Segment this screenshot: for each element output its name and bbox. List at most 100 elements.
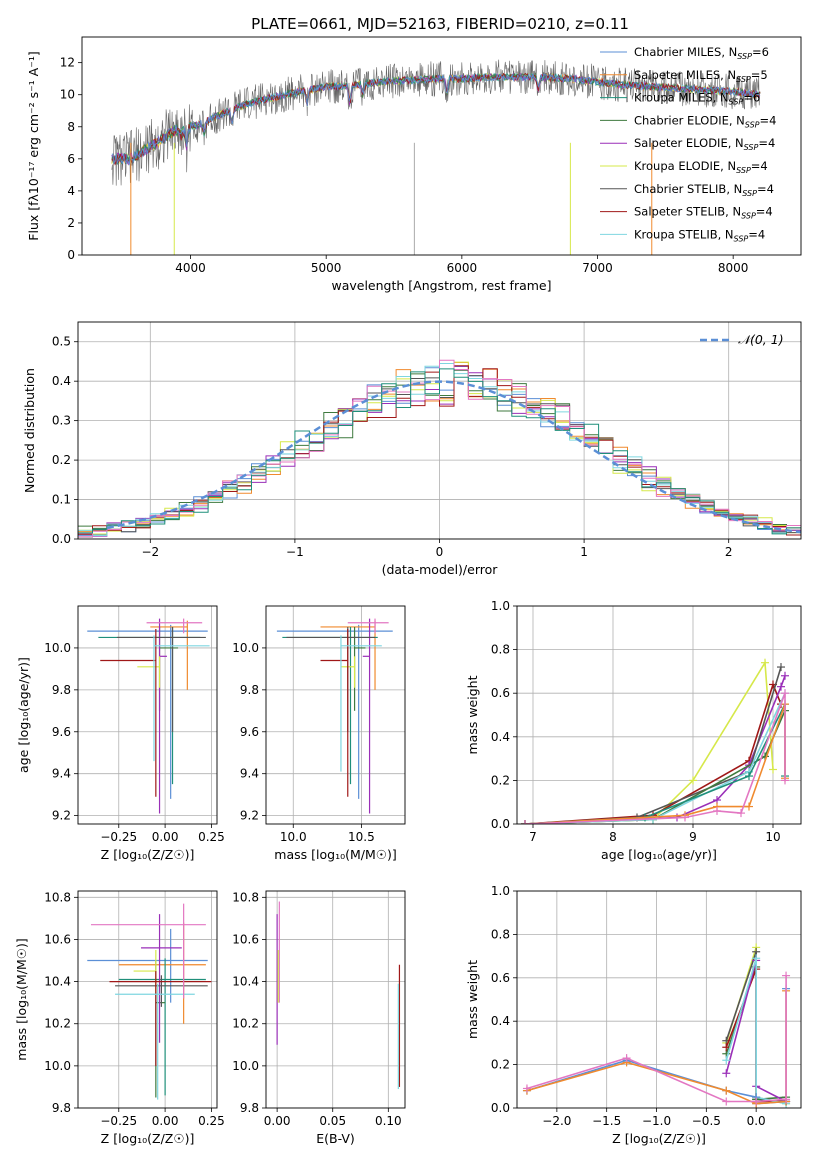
legend-entry: Chabrier MILES, NSSP=6 [634, 45, 769, 61]
y-tick-label: 10.0 [232, 641, 259, 655]
y-tick-label: 0.1 [52, 493, 71, 507]
legend-suffix: =4 [758, 136, 775, 150]
x-tick-label: −2.0 [542, 1114, 571, 1128]
y-tick-label: 9.8 [52, 683, 71, 697]
spectrum-line [111, 72, 761, 165]
plot-area [78, 606, 217, 824]
weight-line [524, 666, 782, 824]
y-tick-label: 2 [67, 216, 75, 230]
x-axis-label: mass [log₁₀(M/M☉)] [274, 847, 396, 862]
x-tick-label: 1 [580, 545, 588, 559]
weight-line [524, 692, 786, 824]
x-tick-label: −1.5 [592, 1114, 621, 1128]
plot-area [111, 59, 761, 255]
x-tick-label: 0 [436, 545, 444, 559]
y-tick-label: 10.6 [232, 932, 259, 946]
legend-entry: Kroupa STELIB, NSSP=4 [634, 227, 765, 243]
x-tick-label: 0.00 [264, 1114, 291, 1128]
x-tick-label: 10 [765, 830, 780, 844]
x-axis-label: Z [log₁₀(Z/Z☉)] [612, 1131, 706, 1146]
legend-suffix: =4 [760, 113, 777, 127]
axes-mass-vs-Z: −0.25 0.00 0.25 9.8 10.0 10.2 10.4 10.6 10.8 Z [l… [14, 890, 225, 1146]
y-tick-label: 10.4 [232, 975, 259, 989]
y-tick-label: 9.4 [240, 767, 259, 781]
x-tick-label: −1 [286, 545, 304, 559]
legend-subscript: SSP [744, 143, 759, 152]
axes-frame [81, 36, 802, 256]
plot-area [78, 891, 217, 1108]
axes-age-vs-mass: 10.0 10.5 9.2 9.4 9.6 9.8 10.0 mass [log₁₀(M/M☉… [232, 605, 406, 862]
y-tick-label: 0.2 [52, 453, 71, 467]
y-tick-label: 9.4 [52, 767, 71, 781]
legend-subscript: SSP [737, 52, 752, 61]
x-tick-label: 5000 [311, 261, 342, 275]
x-tick-label: 7000 [582, 261, 613, 275]
y-tick-label: 0.0 [52, 532, 71, 546]
y-axis-label: Flux [fλ10⁻¹⁷ erg cm⁻² s⁻¹ A⁻¹] [26, 51, 41, 240]
y-tick-label: 4 [67, 184, 75, 198]
x-tick-label: 9 [689, 830, 697, 844]
x-axis-label: age [log₁₀(age/yr)] [601, 847, 717, 862]
axes-weight-vs-age: 7 8 9 10 0.0 0.2 0.4 0.6 0.8 1.0 age [log₁₀(age/yr… [465, 599, 802, 862]
x-tick-label: −0.25 [100, 830, 137, 844]
y-axis-label: mass weight [465, 675, 480, 754]
legend-subscript: SSP [736, 166, 751, 175]
y-tick-label: 10.8 [44, 890, 71, 904]
legend-subscript: SSP [736, 75, 751, 84]
y-tick-label: 10.4 [44, 975, 71, 989]
legend-subscript: SSP [729, 98, 744, 107]
weight-line [725, 958, 787, 1105]
plot-area [78, 322, 801, 539]
y-tick-label: 6 [67, 152, 75, 166]
y-tick-label: 10.0 [44, 641, 71, 655]
y-tick-label: 9.8 [240, 683, 259, 697]
legend-entry: Salpeter ELODIE, NSSP=4 [634, 136, 775, 152]
legend-entry: Chabrier STELIB, NSSP=4 [634, 182, 774, 198]
y-tick-label: 0.8 [491, 643, 510, 657]
spectrum-line [111, 59, 761, 186]
axes-frame [77, 605, 218, 825]
legend-suffix: =6 [752, 45, 769, 59]
legend-suffix: =4 [757, 182, 774, 196]
y-tick-label: 10.8 [232, 890, 259, 904]
figure-title: PLATE=0661, MJD=52163, FIBERID=0210, z=0… [251, 15, 629, 33]
legend-entry: Kroupa ELODIE, NSSP=4 [634, 159, 768, 175]
legend-subscript: SSP [745, 120, 760, 129]
weight-line [524, 682, 782, 824]
y-tick-label: 1.0 [491, 884, 510, 898]
x-axis-label: E(B-V) [316, 1131, 355, 1146]
y-axis-label: mass weight [465, 960, 480, 1039]
x-tick-label: 0.25 [198, 1114, 225, 1128]
x-tick-label: 10.0 [280, 830, 307, 844]
axes-frame [77, 890, 218, 1109]
y-tick-label: 10.6 [44, 932, 71, 946]
y-tick-label: 0 [67, 248, 75, 262]
x-tick-label: −0.25 [100, 1114, 137, 1128]
y-tick-label: 0.6 [491, 686, 510, 700]
x-axis-label: wavelength [Angstrom, rest frame] [331, 278, 551, 293]
axes-spectrum: 4000 5000 6000 7000 8000 0 2 4 6 8 10 12 wavelength … [26, 36, 802, 293]
axes-frame [265, 890, 406, 1109]
y-tick-label: 9.6 [52, 725, 71, 739]
y-tick-label: 10.0 [44, 1059, 71, 1073]
legend-suffix: =4 [748, 227, 765, 241]
weight-line [524, 692, 786, 824]
y-tick-label: 0.2 [491, 1058, 510, 1072]
histogram-step [78, 365, 801, 536]
legend-suffix: =5 [751, 68, 768, 82]
x-tick-label: 2 [725, 545, 733, 559]
y-tick-label: 10.2 [44, 1017, 71, 1031]
x-tick-label: 0.00 [152, 830, 179, 844]
x-tick-label: 0.00 [152, 1114, 179, 1128]
x-tick-label: 7 [529, 830, 537, 844]
x-tick-label: 0.0 [747, 1114, 766, 1128]
x-tick-label: −0.5 [692, 1114, 721, 1128]
y-tick-label: 9.6 [240, 725, 259, 739]
y-tick-label: 10 [60, 88, 75, 102]
x-tick-label: 8000 [718, 261, 749, 275]
legend-subscript: SSP [734, 234, 749, 243]
y-tick-label: 9.2 [240, 809, 259, 823]
y-tick-label: 9.8 [240, 1101, 259, 1115]
plot-area [517, 891, 801, 1108]
axes-mass-vs-EBV: 0.00 0.05 0.10 9.8 10.0 10.2 10.4 10.6 10.8 E(B-V… [232, 890, 406, 1146]
